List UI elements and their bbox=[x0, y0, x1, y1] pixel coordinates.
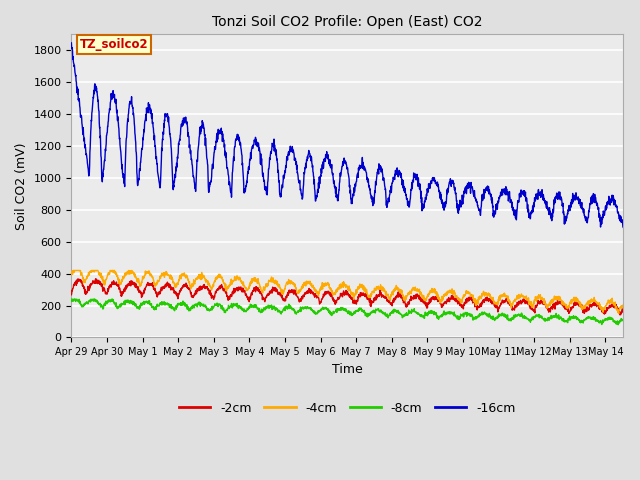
Legend: -2cm, -4cm, -8cm, -16cm: -2cm, -4cm, -8cm, -16cm bbox=[174, 397, 520, 420]
X-axis label: Time: Time bbox=[332, 363, 363, 376]
Title: Tonzi Soil CO2 Profile: Open (East) CO2: Tonzi Soil CO2 Profile: Open (East) CO2 bbox=[212, 15, 483, 29]
Y-axis label: Soil CO2 (mV): Soil CO2 (mV) bbox=[15, 142, 28, 229]
Text: TZ_soilco2: TZ_soilco2 bbox=[79, 38, 148, 51]
